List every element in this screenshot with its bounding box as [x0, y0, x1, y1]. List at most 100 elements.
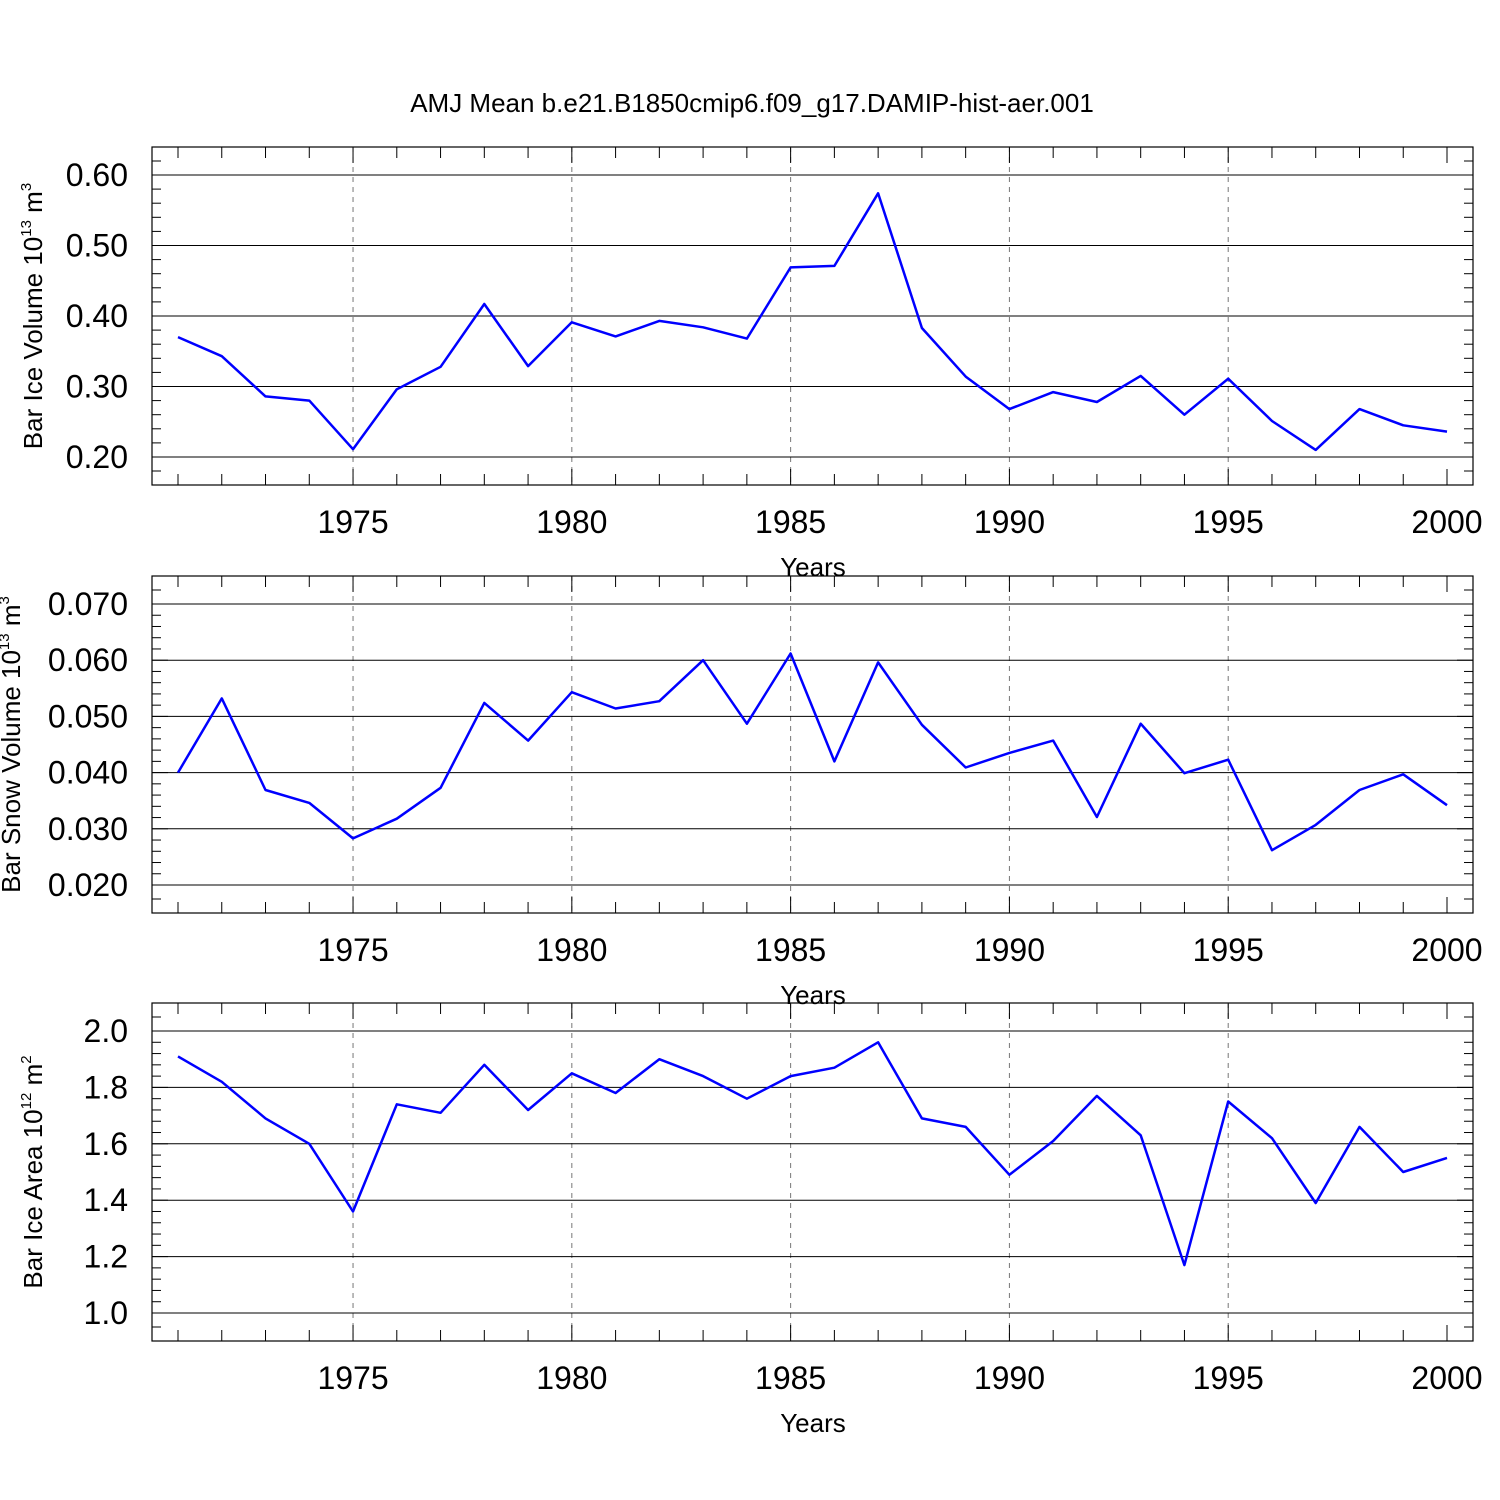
data-point	[1094, 399, 1100, 405]
panels: 0.20 0.30 0.40 0.50 0.60 1975 1980 1985 1990 1995…	[0, 146, 1483, 1438]
data-point	[569, 1070, 575, 1076]
data-point	[1400, 1169, 1406, 1175]
data-point	[831, 1065, 837, 1071]
data-point	[919, 325, 925, 331]
data-point	[1050, 1138, 1056, 1144]
data-point	[569, 319, 575, 325]
data-point	[1094, 814, 1100, 820]
data-point	[1138, 721, 1144, 727]
data-point	[219, 1079, 225, 1085]
panel-ice-volume: 0.20 0.30 0.40 0.50 0.60 1975 1980 1985 1990 1995…	[18, 146, 1483, 582]
x-tick-label: 1975	[317, 932, 388, 968]
x-tick-label: 1990	[974, 504, 1045, 540]
data-point	[1006, 750, 1012, 756]
data-point	[306, 800, 312, 806]
x-tick-label: 2000	[1411, 1360, 1482, 1396]
data-point	[263, 787, 269, 793]
panel-ice-area: 1.0 1.2 1.4 1.6 1.8 2.0 1975 1980 1985 1990 1995 20…	[18, 1002, 1483, 1438]
y-tick-label: 0.20	[66, 439, 128, 475]
y-tick-label: 1.0	[84, 1295, 128, 1331]
y-tick-label: 0.070	[48, 586, 128, 622]
data-point	[1050, 738, 1056, 744]
data-point	[1269, 418, 1275, 424]
data-point	[1138, 1132, 1144, 1138]
data-point	[1181, 770, 1187, 776]
data-point	[963, 765, 969, 771]
data-point	[744, 1096, 750, 1102]
x-tick-label: 1995	[1193, 504, 1264, 540]
x-tick-label: 1980	[536, 932, 607, 968]
data-point	[831, 263, 837, 269]
x-tick-label: 1985	[755, 504, 826, 540]
data-point	[438, 1110, 444, 1116]
y-tick-label: 0.060	[48, 642, 128, 678]
data-point	[306, 1141, 312, 1147]
data-point	[700, 324, 706, 330]
y-axis-label: Bar Snow Volume 1013 m3	[0, 596, 26, 893]
y-tick-label: 1.6	[84, 1126, 128, 1162]
data-point	[788, 650, 794, 656]
data-point	[963, 1124, 969, 1130]
data-point	[1138, 373, 1144, 379]
data-point	[219, 695, 225, 701]
data-point	[1313, 822, 1319, 828]
data-point	[219, 353, 225, 359]
data-point	[613, 1090, 619, 1096]
y-tick-label: 0.40	[66, 298, 128, 334]
y-tick-label: 2.0	[84, 1013, 128, 1049]
data-point	[656, 1056, 662, 1062]
data-point	[875, 190, 881, 196]
y-axis-label: Bar Ice Area 1012 m2	[18, 1055, 48, 1288]
data-point	[656, 698, 662, 704]
data-point	[175, 770, 181, 776]
data-point	[1094, 1093, 1100, 1099]
data-point	[263, 1115, 269, 1121]
x-axis-label: Years	[780, 552, 846, 582]
y-tick-label: 0.040	[48, 755, 128, 791]
x-tick-label: 1980	[536, 504, 607, 540]
data-point	[788, 1073, 794, 1079]
data-point	[525, 1107, 531, 1113]
data-point	[1006, 406, 1012, 412]
data-point	[963, 374, 969, 380]
data-point	[394, 1101, 400, 1107]
x-tick-label: 1990	[974, 1360, 1045, 1396]
data-point	[1444, 429, 1450, 435]
data-point	[481, 1062, 487, 1068]
data-point	[700, 1073, 706, 1079]
series-line	[177, 192, 1448, 452]
y-tick-label: 1.4	[84, 1182, 128, 1218]
x-tick-label: 1980	[536, 1360, 607, 1396]
data-point	[1181, 1262, 1187, 1268]
y-tick-label: 0.050	[48, 698, 128, 734]
data-point	[1356, 406, 1362, 412]
data-point	[350, 1208, 356, 1214]
x-tick-label: 1990	[974, 932, 1045, 968]
data-point	[1356, 787, 1362, 793]
data-point	[350, 835, 356, 841]
data-point	[438, 785, 444, 791]
x-tick-label: 2000	[1411, 932, 1482, 968]
data-point	[1225, 1099, 1231, 1105]
data-point	[613, 333, 619, 339]
data-point	[1444, 802, 1450, 808]
data-point	[1313, 447, 1319, 453]
data-point	[1269, 1135, 1275, 1141]
data-point	[1006, 1172, 1012, 1178]
x-tick-label: 1995	[1193, 1360, 1264, 1396]
y-tick-label: 0.50	[66, 228, 128, 264]
data-point	[481, 700, 487, 706]
panel-snow-volume: 0.020 0.030 0.040 0.050 0.060 0.070 1975 1980 19…	[0, 575, 1483, 1010]
y-tick-label: 0.030	[48, 811, 128, 847]
y-tick-label: 0.60	[66, 157, 128, 193]
data-point	[438, 364, 444, 370]
series-line	[176, 652, 1448, 852]
data-point	[350, 446, 356, 452]
plot-frame	[151, 1002, 1474, 1342]
data-point	[1225, 376, 1231, 382]
data-point	[875, 1039, 881, 1045]
data-point	[1181, 412, 1187, 418]
chart-title: AMJ Mean b.e21.B1850cmip6.f09_g17.DAMIP-…	[410, 88, 1094, 118]
data-point	[1225, 757, 1231, 763]
data-point	[306, 398, 312, 404]
